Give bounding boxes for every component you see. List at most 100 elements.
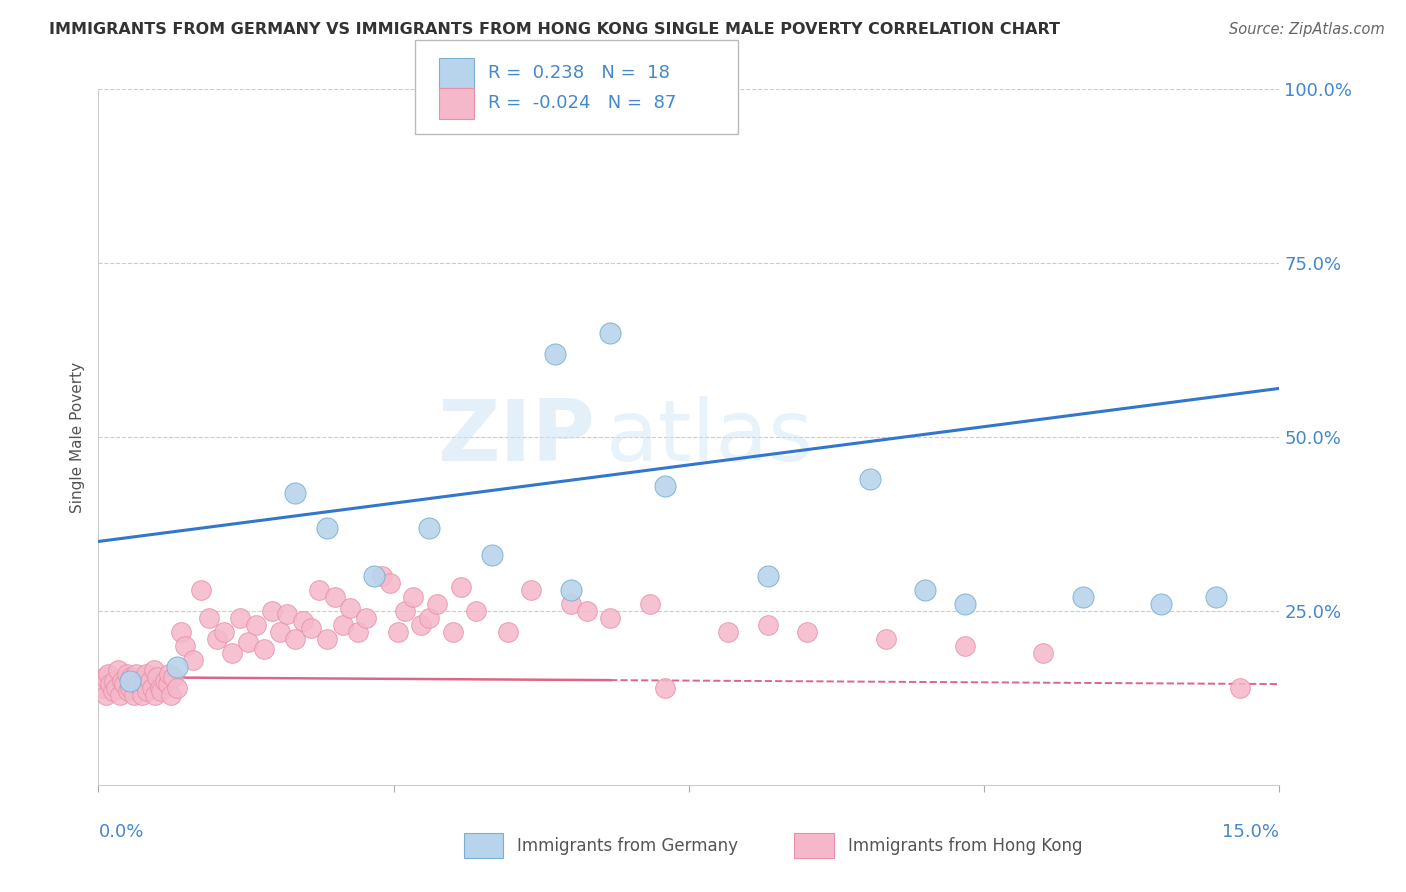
Point: [205, 632, 228, 646]
Point: [142, 663, 165, 677]
Point: [155, 673, 177, 688]
Point: [229, 611, 252, 625]
Point: [308, 583, 330, 598]
Point: [121, 670, 143, 684]
Text: Immigrants from Hong Kong: Immigrants from Hong Kong: [848, 837, 1083, 855]
Point: [354, 611, 377, 625]
Text: R =  -0.024   N =  87: R = -0.024 N = 87: [488, 95, 676, 112]
Point: [129, 673, 152, 688]
Point: [1229, 681, 1251, 695]
Point: [143, 688, 166, 702]
Point: [214, 624, 236, 639]
Point: [174, 639, 197, 653]
Point: [127, 677, 149, 691]
Point: [418, 611, 440, 625]
Point: [315, 520, 337, 534]
Text: 0.0%: 0.0%: [98, 823, 143, 841]
Point: [260, 604, 283, 618]
Point: [197, 611, 219, 625]
Point: [544, 346, 567, 360]
Point: [1071, 590, 1094, 604]
Text: Immigrants from Germany: Immigrants from Germany: [517, 837, 738, 855]
Point: [131, 688, 153, 702]
Point: [575, 604, 598, 618]
Point: [599, 326, 621, 340]
Point: [269, 624, 291, 639]
Point: [181, 653, 204, 667]
Text: Source: ZipAtlas.com: Source: ZipAtlas.com: [1229, 22, 1385, 37]
Point: [371, 569, 394, 583]
Point: [141, 681, 163, 695]
Point: [953, 639, 976, 653]
Point: [875, 632, 897, 646]
Text: IMMIGRANTS FROM GERMANY VS IMMIGRANTS FROM HONG KONG SINGLE MALE POVERTY CORRELA: IMMIGRANTS FROM GERMANY VS IMMIGRANTS FR…: [49, 22, 1060, 37]
Point: [146, 670, 169, 684]
Point: [96, 688, 118, 702]
Point: [411, 618, 433, 632]
Point: [97, 666, 120, 681]
Point: [560, 597, 582, 611]
Point: [117, 684, 139, 698]
Point: [156, 677, 179, 691]
Point: [299, 621, 322, 635]
Point: [717, 624, 740, 639]
Point: [103, 673, 125, 688]
Point: [112, 677, 135, 691]
Point: [276, 607, 298, 622]
Point: [107, 663, 129, 677]
Point: [426, 597, 449, 611]
Point: [118, 673, 141, 688]
Point: [221, 646, 243, 660]
Point: [638, 597, 661, 611]
Point: [115, 666, 138, 681]
Point: [160, 688, 183, 702]
Point: [136, 684, 159, 698]
Point: [418, 520, 440, 534]
Text: atlas: atlas: [606, 395, 814, 479]
Point: [756, 569, 779, 583]
Point: [394, 604, 416, 618]
Point: [93, 670, 115, 684]
Point: [284, 485, 307, 500]
Point: [1150, 597, 1173, 611]
Point: [481, 549, 503, 563]
Point: [347, 624, 370, 639]
Point: [387, 624, 409, 639]
Point: [111, 673, 134, 688]
Point: [1205, 590, 1227, 604]
Point: [253, 642, 276, 657]
Text: R =  0.238   N =  18: R = 0.238 N = 18: [488, 64, 669, 82]
Point: [332, 618, 354, 632]
Point: [315, 632, 337, 646]
Point: [170, 624, 193, 639]
Point: [150, 684, 173, 698]
Point: [441, 624, 464, 639]
Point: [465, 604, 488, 618]
Point: [149, 681, 172, 695]
Point: [953, 597, 976, 611]
Point: [245, 618, 267, 632]
Point: [363, 569, 385, 583]
Point: [402, 590, 425, 604]
Point: [162, 670, 184, 684]
Point: [125, 666, 148, 681]
Point: [378, 576, 401, 591]
Point: [756, 618, 779, 632]
Point: [560, 583, 582, 598]
Point: [166, 681, 188, 695]
Text: 15.0%: 15.0%: [1222, 823, 1279, 841]
Point: [166, 659, 188, 673]
Point: [135, 666, 157, 681]
Point: [91, 681, 114, 695]
Point: [104, 681, 127, 695]
Point: [914, 583, 936, 598]
Y-axis label: Single Male Poverty: Single Male Poverty: [69, 361, 84, 513]
Point: [132, 677, 155, 691]
Point: [292, 615, 315, 629]
Point: [110, 688, 132, 702]
Point: [654, 681, 676, 695]
Point: [236, 635, 259, 649]
Point: [122, 688, 145, 702]
Point: [496, 624, 519, 639]
Point: [450, 580, 472, 594]
